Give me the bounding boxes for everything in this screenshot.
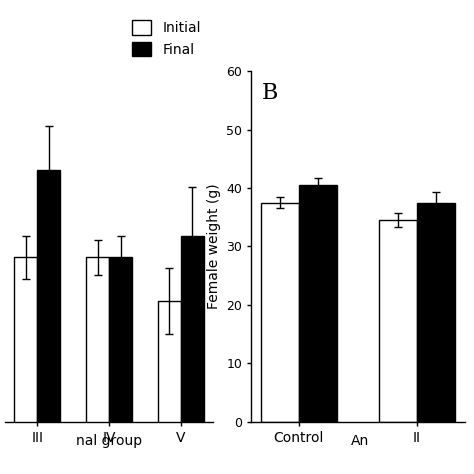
- Bar: [181, 236, 204, 474]
- Bar: [109, 257, 132, 474]
- Bar: [37, 170, 60, 474]
- Bar: [261, 203, 299, 422]
- Text: nal group: nal group: [76, 434, 142, 448]
- Bar: [86, 257, 109, 474]
- Text: B: B: [262, 82, 278, 104]
- Bar: [417, 203, 455, 422]
- Y-axis label: Female weight (g): Female weight (g): [207, 183, 220, 310]
- Bar: [299, 185, 337, 422]
- Bar: [379, 220, 417, 422]
- Legend: Initial, Final: Initial, Final: [126, 15, 206, 63]
- Text: An: An: [351, 434, 369, 448]
- Bar: [14, 257, 37, 474]
- Bar: [158, 301, 181, 474]
